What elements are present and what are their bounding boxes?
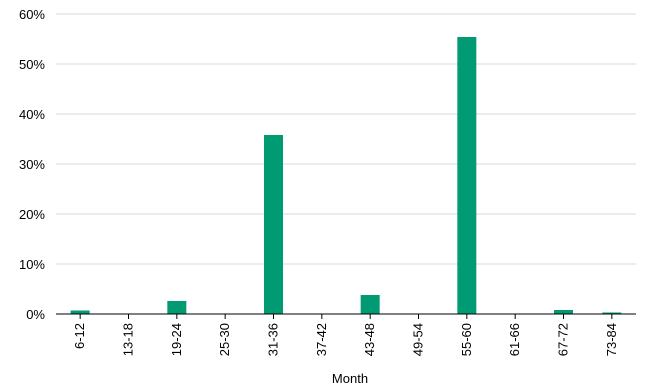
bar-67-72 bbox=[554, 310, 573, 314]
x-tick-label: 43-48 bbox=[362, 323, 377, 356]
x-axis-ticks: 6-12 13-18 19-24 25-30 31-36 37-42 43-48 49-54 5… bbox=[72, 314, 619, 356]
bar-31-36 bbox=[264, 135, 283, 314]
bar-43-48 bbox=[360, 295, 380, 314]
bar-73-84 bbox=[602, 312, 622, 314]
x-tick-label: 67-72 bbox=[556, 323, 571, 356]
x-tick-label: 55-60 bbox=[459, 323, 474, 356]
x-tick-label: 13-18 bbox=[121, 323, 136, 356]
x-tick-label: 49-54 bbox=[411, 323, 426, 356]
x-tick-label: 19-24 bbox=[169, 323, 184, 356]
x-axis-label: Month bbox=[332, 371, 368, 386]
x-tick-label: 37-42 bbox=[314, 323, 329, 356]
bars bbox=[70, 37, 622, 314]
y-tick-label: 10% bbox=[19, 257, 45, 272]
y-tick-label: 40% bbox=[19, 107, 45, 122]
bar-19-24 bbox=[167, 301, 187, 314]
bar-55-60 bbox=[457, 37, 477, 314]
y-tick-label: 50% bbox=[19, 57, 45, 72]
bar-6-12 bbox=[70, 310, 90, 314]
x-tick-label: 31-36 bbox=[266, 323, 281, 356]
x-tick-label: 6-12 bbox=[72, 323, 87, 349]
y-axis-ticks: 0% 10% 20% 30% 40% 50% 60% bbox=[19, 7, 45, 322]
x-tick-label: 73-84 bbox=[604, 323, 619, 356]
x-tick-label: 61-66 bbox=[507, 323, 522, 356]
y-tick-label: 60% bbox=[19, 7, 45, 22]
y-tick-label: 30% bbox=[19, 157, 45, 172]
y-tick-label: 20% bbox=[19, 207, 45, 222]
y-tick-label: 0% bbox=[26, 307, 45, 322]
gridlines bbox=[56, 13, 636, 265]
x-tick-label: 25-30 bbox=[217, 323, 232, 356]
